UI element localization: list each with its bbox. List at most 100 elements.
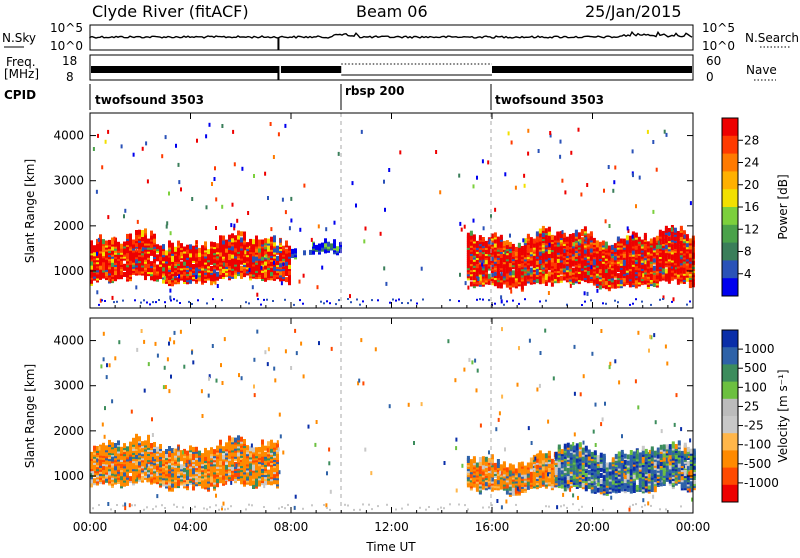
- scatter-cell: [273, 235, 276, 240]
- scatter-cell: [635, 204, 637, 208]
- scatter-cell: [662, 231, 665, 236]
- date-title: 25/Jan/2015: [585, 2, 682, 21]
- scatter-cell: [105, 445, 108, 450]
- scatter-cell: [96, 290, 98, 294]
- scatter-cell: [326, 300, 328, 302]
- scatter-cell: [590, 299, 592, 301]
- scatter-cell: [270, 227, 272, 231]
- scatter-cell: [232, 130, 234, 134]
- scatter-cell: [578, 128, 580, 132]
- scatter-cell: [161, 154, 163, 158]
- scatter-cell: [252, 239, 255, 244]
- scatter-cell: [205, 134, 207, 138]
- scatter-cell: [153, 234, 156, 239]
- scatter-cell: [325, 227, 327, 231]
- scatter-cell: [612, 457, 615, 462]
- scatter-cell: [336, 246, 339, 251]
- scatter-cell: [240, 231, 243, 236]
- scatter-cell: [142, 147, 144, 151]
- scatter-cell: [522, 238, 524, 242]
- scatter-cell: [539, 301, 541, 303]
- scatter-cell: [272, 300, 274, 302]
- scatter-cell: [512, 244, 515, 249]
- scatter-cell: [572, 268, 575, 273]
- scatter-cell: [481, 263, 483, 267]
- scatter-cell: [504, 251, 506, 255]
- scatter-cell: [573, 242, 575, 246]
- scatter-cell: [209, 123, 211, 127]
- scatter-cell: [93, 478, 96, 483]
- scatter-cell: [147, 179, 149, 183]
- scatter-cell: [549, 243, 551, 247]
- scatter-cell: [180, 243, 183, 248]
- scatter-cell: [584, 291, 586, 295]
- scatter-cell: [515, 247, 518, 252]
- scatter-cell: [225, 442, 228, 447]
- scatter-cell: [180, 464, 183, 469]
- scatter-cell: [234, 235, 237, 240]
- scatter-cell: [137, 220, 139, 224]
- scatter-cell: [334, 221, 336, 225]
- scatter-cell: [192, 264, 195, 269]
- scatter-cell: [338, 152, 340, 156]
- scatter-cell: [538, 149, 540, 153]
- scatter-cell: [288, 246, 291, 251]
- scatter-cell: [365, 227, 367, 231]
- freq-label-line2: [MHz]: [4, 67, 39, 81]
- scatter-cell: [211, 182, 213, 186]
- scatter-cell: [260, 266, 262, 270]
- scatter-cell: [359, 304, 361, 306]
- scatter-cell: [132, 240, 135, 245]
- scatter-cell: [256, 293, 258, 297]
- scatter-cell: [600, 479, 603, 484]
- scatter-cell: [214, 177, 216, 181]
- scatter-cell: [355, 204, 357, 208]
- scatter-cell: [141, 476, 144, 481]
- scatter-cell: [146, 302, 148, 304]
- scatter-cell: [97, 134, 99, 138]
- scatter-cell: [662, 298, 664, 300]
- scatter-cell: [293, 304, 295, 306]
- scatter-cell: [219, 440, 222, 445]
- nsky-label: N.Sky: [2, 31, 36, 45]
- scatter-cell: [518, 462, 521, 467]
- scatter-cell: [579, 239, 581, 243]
- scatter-cell: [189, 445, 192, 450]
- scatter-cell: [564, 444, 567, 449]
- scatter-cell: [565, 252, 567, 256]
- scatter-cell: [482, 456, 485, 461]
- scatter-cell: [459, 273, 461, 277]
- colorbar-swatch: [722, 225, 738, 243]
- scatter-cell: [611, 245, 614, 250]
- scatter-cell: [602, 241, 605, 246]
- scatter-cell: [213, 242, 216, 247]
- scatter-cell: [612, 189, 614, 193]
- scatter-cell: [620, 239, 623, 244]
- scatter-cell: [581, 304, 583, 306]
- nsearch-top-tick: 10^5: [702, 21, 735, 35]
- scatter-cell: [196, 240, 198, 244]
- scatter-cell: [237, 231, 240, 236]
- colorbar-swatch: [722, 171, 738, 189]
- scatter-cell: [570, 151, 572, 155]
- scatter-cell: [659, 299, 661, 301]
- scatter-cell: [600, 453, 603, 458]
- scatter-cell: [501, 272, 503, 276]
- scatter-cell: [216, 446, 219, 451]
- scatter-cell: [677, 231, 680, 236]
- scatter-cell: [401, 302, 403, 304]
- scatter-cell: [156, 265, 159, 270]
- scatter-cell: [683, 230, 686, 235]
- scatter-cell: [191, 197, 193, 201]
- scatter-cell: [246, 445, 249, 450]
- scatter-cell: [608, 256, 610, 260]
- scatter-cell: [617, 237, 620, 242]
- scatter-cell: [317, 285, 319, 289]
- scatter-cell: [338, 299, 340, 301]
- scatter-cell: [299, 280, 301, 284]
- scatter-cell: [252, 447, 255, 452]
- scatter-cell: [623, 239, 626, 244]
- scatter-cell: [323, 302, 325, 304]
- scatter-cell: [554, 236, 557, 241]
